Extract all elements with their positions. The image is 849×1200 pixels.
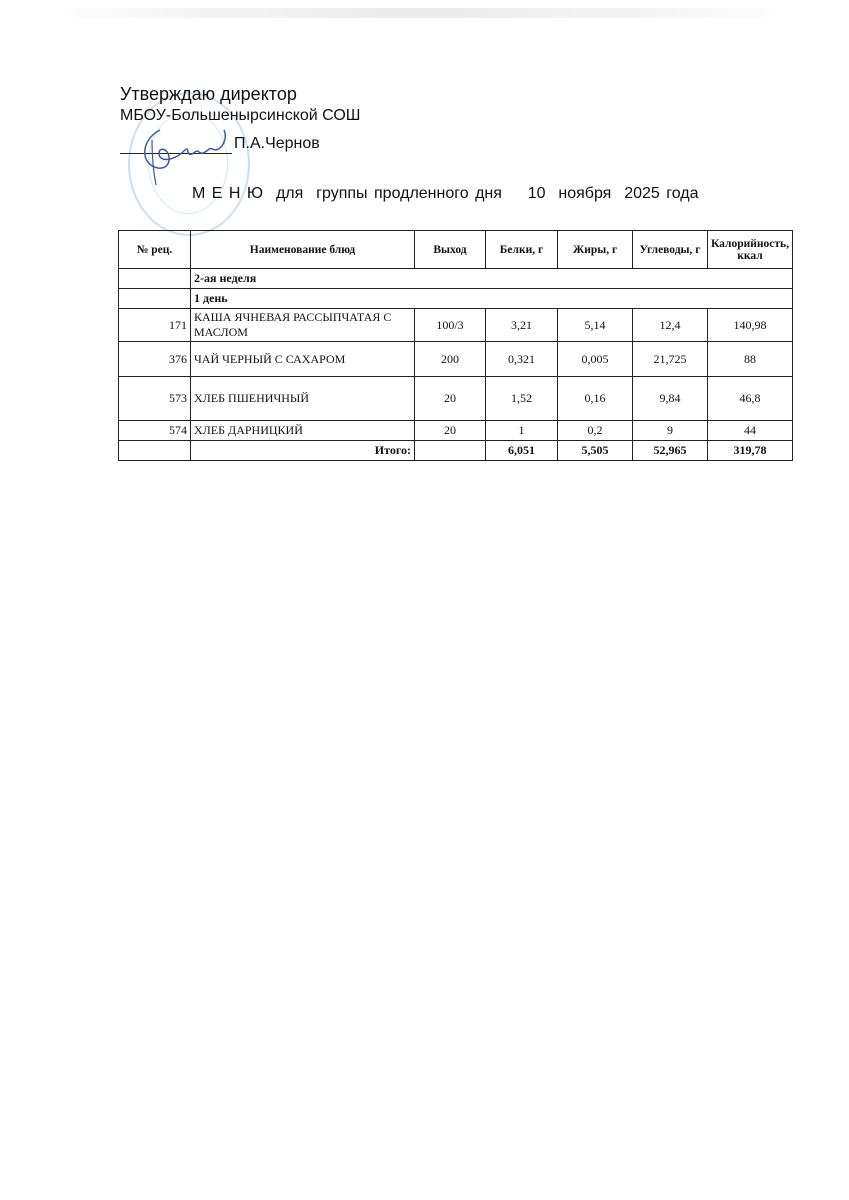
- week-label: 2-ая неделя: [190, 268, 793, 289]
- row-kcal: 44: [707, 420, 793, 441]
- header-code: № рец.: [118, 230, 191, 269]
- table-row: 376 ЧАЙ ЧЕРНЫЙ С САХАРОМ 200 0,321 0,005…: [118, 341, 793, 377]
- row-name: ХЛЕБ ПШЕНИЧНЫЙ: [190, 376, 415, 421]
- row-protein: 1,52: [485, 376, 558, 421]
- row-name: ХЛЕБ ДАРНИЦКИЙ: [190, 420, 415, 441]
- row-code: 171: [118, 308, 191, 342]
- row-fat: 0,16: [557, 376, 633, 421]
- row-protein: 0,321: [485, 341, 558, 377]
- table-row: 573 ХЛЕБ ПШЕНИЧНЫЙ 20 1,52 0,16 9,84 46,…: [118, 376, 793, 421]
- row-carbs: 12,4: [632, 308, 708, 342]
- approval-line: Утверждаю директор: [120, 84, 297, 104]
- total-row: Итого: 6,051 5,505 52,965 319,78: [118, 440, 793, 461]
- signature-line: [120, 153, 232, 154]
- row-protein: 3,21: [485, 308, 558, 342]
- row-fat: 0,005: [557, 341, 633, 377]
- total-carbs: 52,965: [632, 440, 708, 461]
- signature: [144, 129, 227, 186]
- row-protein: 1: [485, 420, 558, 441]
- header-yield: Выход: [414, 230, 486, 269]
- row-yield: 100/3: [414, 308, 486, 342]
- day-row: 1 день: [118, 288, 793, 309]
- header-name: Наименование блюд: [190, 230, 415, 269]
- header-carbs: Углеводы, г: [632, 230, 708, 269]
- row-name: КАША ЯЧНЕВАЯ РАССЫПЧАТАЯ С МАСЛОМ: [190, 308, 415, 342]
- row-yield: 20: [414, 420, 486, 441]
- header-protein: Белки, г: [485, 230, 558, 269]
- row-kcal: 140,98: [707, 308, 793, 342]
- total-label: Итого:: [190, 440, 415, 461]
- total-protein: 6,051: [485, 440, 558, 461]
- row-carbs: 9: [632, 420, 708, 441]
- table-row: 171 КАША ЯЧНЕВАЯ РАССЫПЧАТАЯ С МАСЛОМ 10…: [118, 308, 793, 342]
- table-row: 574 ХЛЕБ ДАРНИЦКИЙ 20 1 0,2 9 44: [118, 420, 793, 441]
- day-label: 1 день: [190, 288, 793, 309]
- row-name: ЧАЙ ЧЕРНЫЙ С САХАРОМ: [190, 341, 415, 377]
- header-fat: Жиры, г: [557, 230, 633, 269]
- header-kcal: Калорийность, ккал: [707, 230, 793, 269]
- row-kcal: 46,8: [707, 376, 793, 421]
- school-name: МБОУ-Большенырсинской СОШ: [120, 107, 361, 124]
- row-code: 573: [118, 376, 191, 421]
- menu-table: № рец. Наименование блюд Выход Белки, г …: [118, 230, 793, 461]
- signatory-name: П.А.Чернов: [234, 135, 320, 152]
- table-header-row: № рец. Наименование блюд Выход Белки, г …: [118, 230, 793, 269]
- total-kcal: 319,78: [707, 440, 793, 461]
- row-code: 574: [118, 420, 191, 441]
- row-kcal: 88: [707, 341, 793, 377]
- menu-title: М Е Н Ю для группы продленного дня 10 но…: [192, 185, 699, 202]
- total-fat: 5,505: [557, 440, 633, 461]
- row-fat: 0,2: [557, 420, 633, 441]
- row-yield: 20: [414, 376, 486, 421]
- row-yield: 200: [414, 341, 486, 377]
- row-fat: 5,14: [557, 308, 633, 342]
- week-row: 2-ая неделя: [118, 268, 793, 289]
- row-carbs: 9,84: [632, 376, 708, 421]
- row-carbs: 21,725: [632, 341, 708, 377]
- row-code: 376: [118, 341, 191, 377]
- scan-noise: [40, 8, 800, 18]
